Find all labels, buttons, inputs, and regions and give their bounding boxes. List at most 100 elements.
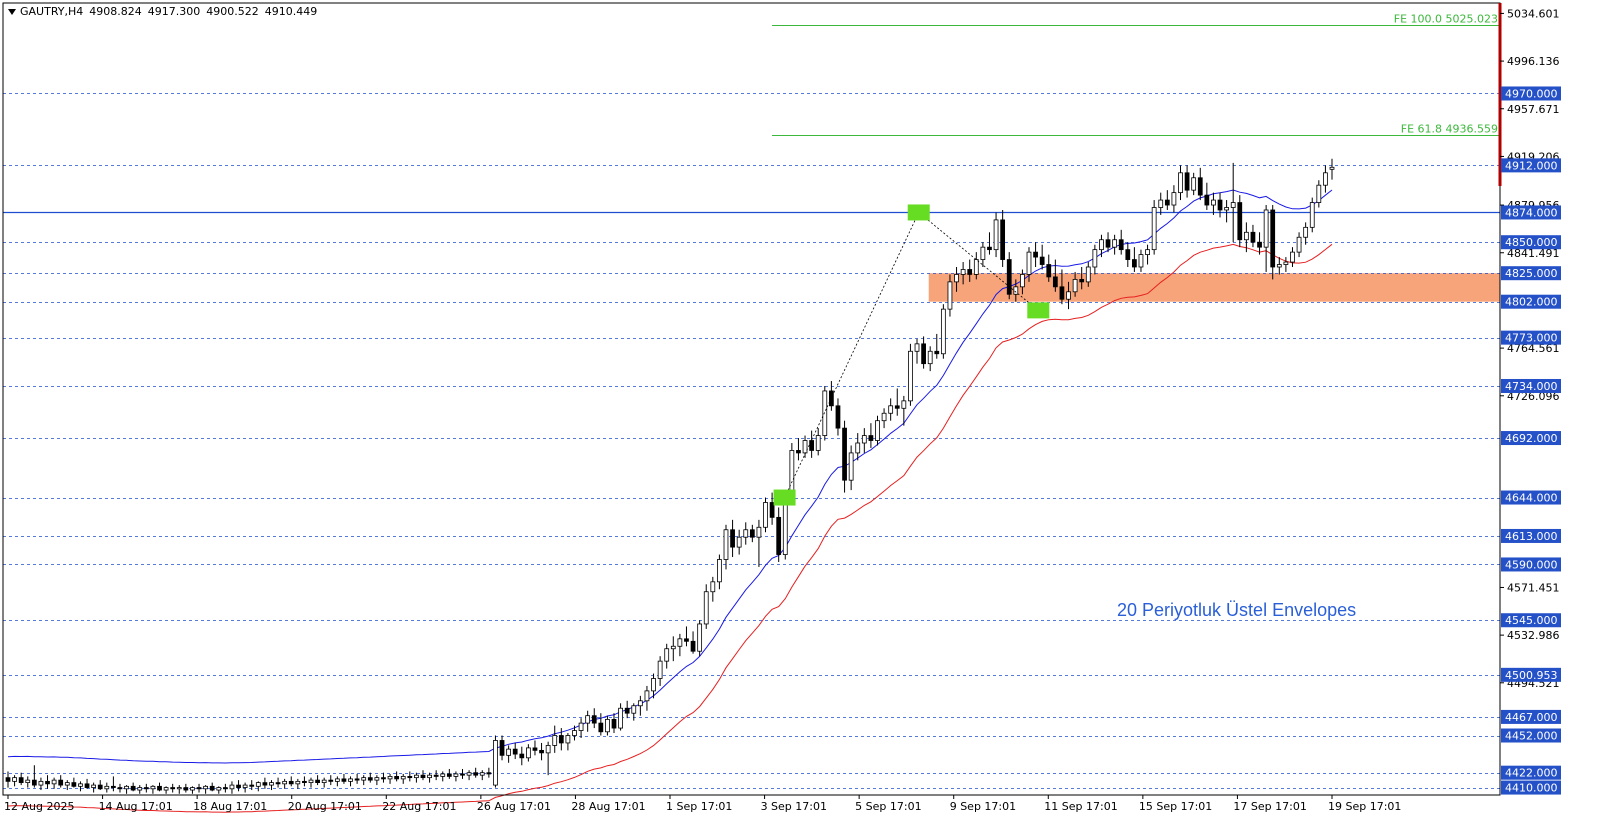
- candle-body[interactable]: [453, 773, 459, 777]
- candle-body[interactable]: [124, 785, 129, 790]
- candle-body[interactable]: [288, 780, 294, 785]
- candle-body[interactable]: [1118, 239, 1124, 251]
- candle-body[interactable]: [605, 718, 610, 733]
- candle-body[interactable]: [38, 780, 44, 786]
- candle-body[interactable]: [611, 718, 617, 729]
- candle-body[interactable]: [1026, 251, 1032, 275]
- candle-body[interactable]: [730, 529, 735, 548]
- candle-body[interactable]: [802, 440, 808, 454]
- candle-body[interactable]: [394, 776, 400, 780]
- candle-body[interactable]: [552, 735, 558, 746]
- candle-body[interactable]: [822, 390, 828, 436]
- candle-body[interactable]: [973, 259, 979, 275]
- candle-body[interactable]: [980, 246, 986, 260]
- candle-body[interactable]: [1270, 209, 1276, 268]
- candle-body[interactable]: [717, 559, 722, 583]
- candle-body[interactable]: [209, 785, 215, 791]
- candle-body[interactable]: [12, 777, 17, 782]
- candle-body[interactable]: [1092, 249, 1098, 268]
- candle-body[interactable]: [354, 778, 360, 781]
- candle-body[interactable]: [578, 722, 584, 731]
- candle-body[interactable]: [1020, 274, 1025, 288]
- candle-body[interactable]: [875, 420, 880, 441]
- candle-body[interactable]: [769, 502, 775, 518]
- candle-body[interactable]: [1013, 286, 1019, 295]
- candle-body[interactable]: [433, 774, 439, 777]
- candle-body[interactable]: [334, 778, 340, 782]
- candle-body[interactable]: [782, 497, 788, 555]
- candle-body[interactable]: [637, 700, 643, 707]
- candle-body[interactable]: [1191, 177, 1197, 191]
- candle-body[interactable]: [427, 774, 432, 779]
- candle-body[interactable]: [684, 638, 689, 642]
- candle-body[interactable]: [361, 777, 367, 781]
- candle-body[interactable]: [1217, 199, 1223, 211]
- candle-body[interactable]: [473, 772, 479, 776]
- candle-body[interactable]: [348, 778, 353, 782]
- candle-body[interactable]: [1276, 264, 1282, 268]
- candle-body[interactable]: [1323, 172, 1328, 186]
- candle-body[interactable]: [321, 779, 327, 784]
- candle-body[interactable]: [1309, 202, 1315, 228]
- candle-body[interactable]: [446, 773, 452, 777]
- candle-body[interactable]: [18, 777, 24, 784]
- candle-body[interactable]: [743, 529, 749, 538]
- candle-body[interactable]: [78, 783, 83, 787]
- candle-body[interactable]: [440, 773, 446, 777]
- candle-body[interactable]: [157, 785, 162, 791]
- candle-body[interactable]: [749, 529, 755, 538]
- candle-body[interactable]: [414, 774, 419, 779]
- candle-body[interactable]: [1046, 264, 1052, 278]
- pivot-marker[interactable]: [1027, 302, 1050, 319]
- candle-body[interactable]: [84, 783, 90, 788]
- candle-body[interactable]: [703, 591, 709, 625]
- candle-body[interactable]: [598, 722, 604, 733]
- candle-body[interactable]: [91, 784, 97, 788]
- candle-body[interactable]: [1316, 184, 1322, 203]
- candle-body[interactable]: [45, 780, 50, 785]
- candle-body[interactable]: [1000, 219, 1006, 260]
- candle-body[interactable]: [170, 787, 176, 790]
- candle-body[interactable]: [1197, 177, 1203, 196]
- candle-body[interactable]: [934, 350, 940, 355]
- candle-body[interactable]: [1125, 249, 1131, 260]
- candle-body[interactable]: [255, 782, 261, 787]
- candle-body[interactable]: [1164, 199, 1170, 206]
- candle-body[interactable]: [1006, 259, 1012, 295]
- candle-body[interactable]: [901, 400, 907, 409]
- candle-body[interactable]: [1151, 207, 1157, 251]
- candle-body[interactable]: [848, 452, 854, 481]
- candle-body[interactable]: [466, 772, 472, 776]
- candle-body[interactable]: [677, 638, 683, 647]
- candle-body[interactable]: [302, 780, 307, 784]
- candle-body[interactable]: [809, 440, 814, 451]
- candle-body[interactable]: [1184, 172, 1190, 191]
- candle-body[interactable]: [1243, 231, 1249, 241]
- candle-body[interactable]: [618, 707, 623, 729]
- candle-body[interactable]: [664, 648, 670, 662]
- candle-body[interactable]: [1283, 261, 1289, 265]
- candle-body[interactable]: [842, 427, 847, 481]
- candle-body[interactable]: [479, 772, 485, 776]
- candle-body[interactable]: [987, 246, 992, 251]
- candle-body[interactable]: [1303, 226, 1309, 238]
- candle-body[interactable]: [203, 785, 208, 790]
- candle-body[interactable]: [420, 774, 426, 779]
- candle-body[interactable]: [150, 785, 156, 790]
- candle-body[interactable]: [736, 536, 742, 548]
- candle-body[interactable]: [58, 779, 64, 786]
- candle-body[interactable]: [572, 730, 577, 736]
- candle-body[interactable]: [269, 782, 274, 786]
- candle-body[interactable]: [367, 777, 373, 781]
- candle-body[interactable]: [31, 779, 37, 786]
- candle-body[interactable]: [519, 753, 525, 759]
- candle-body[interactable]: [914, 343, 920, 352]
- candle-body[interactable]: [670, 645, 676, 650]
- candle-body[interactable]: [275, 782, 281, 785]
- candle-body[interactable]: [545, 745, 551, 754]
- candle-body[interactable]: [117, 787, 123, 790]
- pivot-marker[interactable]: [907, 204, 930, 221]
- candle-body[interactable]: [249, 784, 255, 787]
- candle-body[interactable]: [512, 748, 518, 755]
